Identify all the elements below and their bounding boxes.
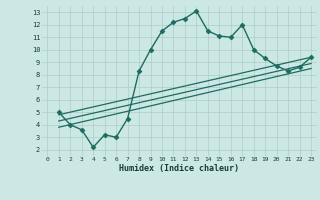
X-axis label: Humidex (Indice chaleur): Humidex (Indice chaleur): [119, 164, 239, 173]
